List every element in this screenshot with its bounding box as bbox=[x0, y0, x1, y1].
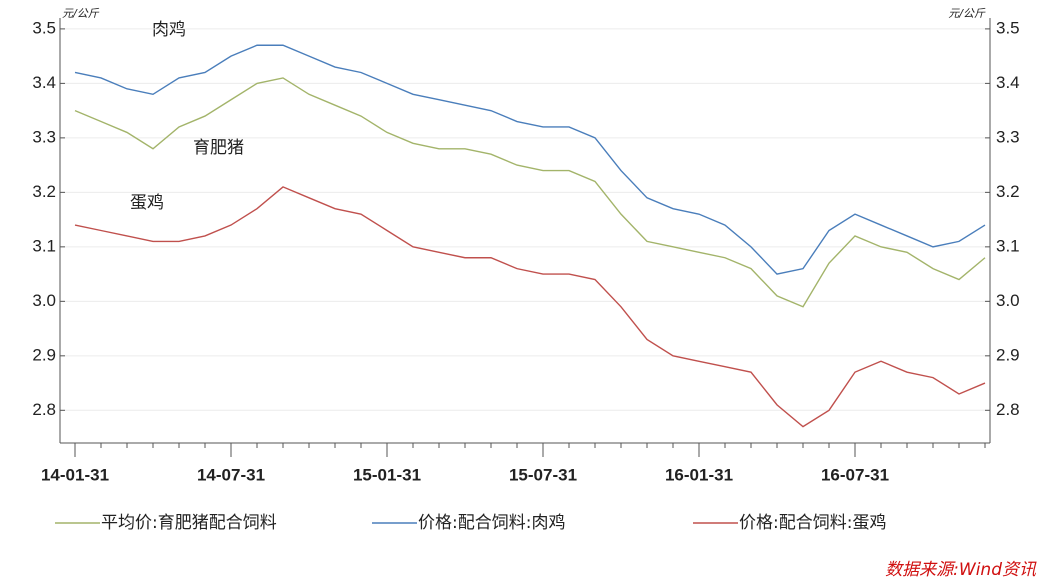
x-tick-label: 15-07-31 bbox=[509, 465, 577, 484]
y-tick-label: 2.8 bbox=[32, 400, 56, 419]
y2-tick-label: 2.9 bbox=[996, 345, 1020, 364]
x-tick-label: 14-07-31 bbox=[197, 465, 265, 484]
legend-label: 价格:配合饲料:蛋鸡 bbox=[739, 513, 886, 533]
annotation: 蛋鸡 bbox=[130, 193, 164, 213]
y2-tick-label: 2.8 bbox=[996, 400, 1020, 419]
y-unit: 元/公斤 bbox=[62, 7, 100, 20]
annotation: 肉鸡 bbox=[152, 20, 186, 40]
y-tick-label: 3.1 bbox=[32, 236, 56, 255]
x-tick-label: 15-01-31 bbox=[353, 465, 421, 484]
source: 数据来源:Wind资讯 bbox=[885, 560, 1037, 580]
y-tick-label: 3.0 bbox=[32, 291, 56, 310]
y-tick-label: 3.3 bbox=[32, 127, 56, 146]
y2-unit: 元/公斤 bbox=[948, 7, 986, 20]
y-tick-label: 3.5 bbox=[32, 18, 56, 37]
x-tick-label: 14-01-31 bbox=[41, 465, 109, 484]
series-line bbox=[74, 44, 986, 275]
y2-tick-label: 3.0 bbox=[996, 291, 1020, 310]
legend-label: 平均价:育肥猪配合饲料 bbox=[101, 513, 277, 533]
legend-label: 价格:配合饲料:肉鸡 bbox=[418, 513, 565, 533]
y2-tick-label: 3.3 bbox=[996, 127, 1020, 146]
annotation: 育肥猪 bbox=[193, 138, 244, 158]
x-tick-label: 16-07-31 bbox=[821, 465, 889, 484]
y-tick-label: 3.4 bbox=[32, 73, 56, 92]
series-line bbox=[74, 186, 986, 428]
y-tick-label: 2.9 bbox=[32, 345, 56, 364]
y2-tick-label: 3.4 bbox=[996, 73, 1020, 92]
y-tick-label: 3.2 bbox=[32, 182, 56, 201]
x-tick-label: 16-01-31 bbox=[665, 465, 733, 484]
y2-tick-label: 3.5 bbox=[996, 18, 1020, 37]
y2-tick-label: 3.2 bbox=[996, 182, 1020, 201]
y2-tick-label: 3.1 bbox=[996, 236, 1020, 255]
series-line bbox=[74, 77, 986, 308]
